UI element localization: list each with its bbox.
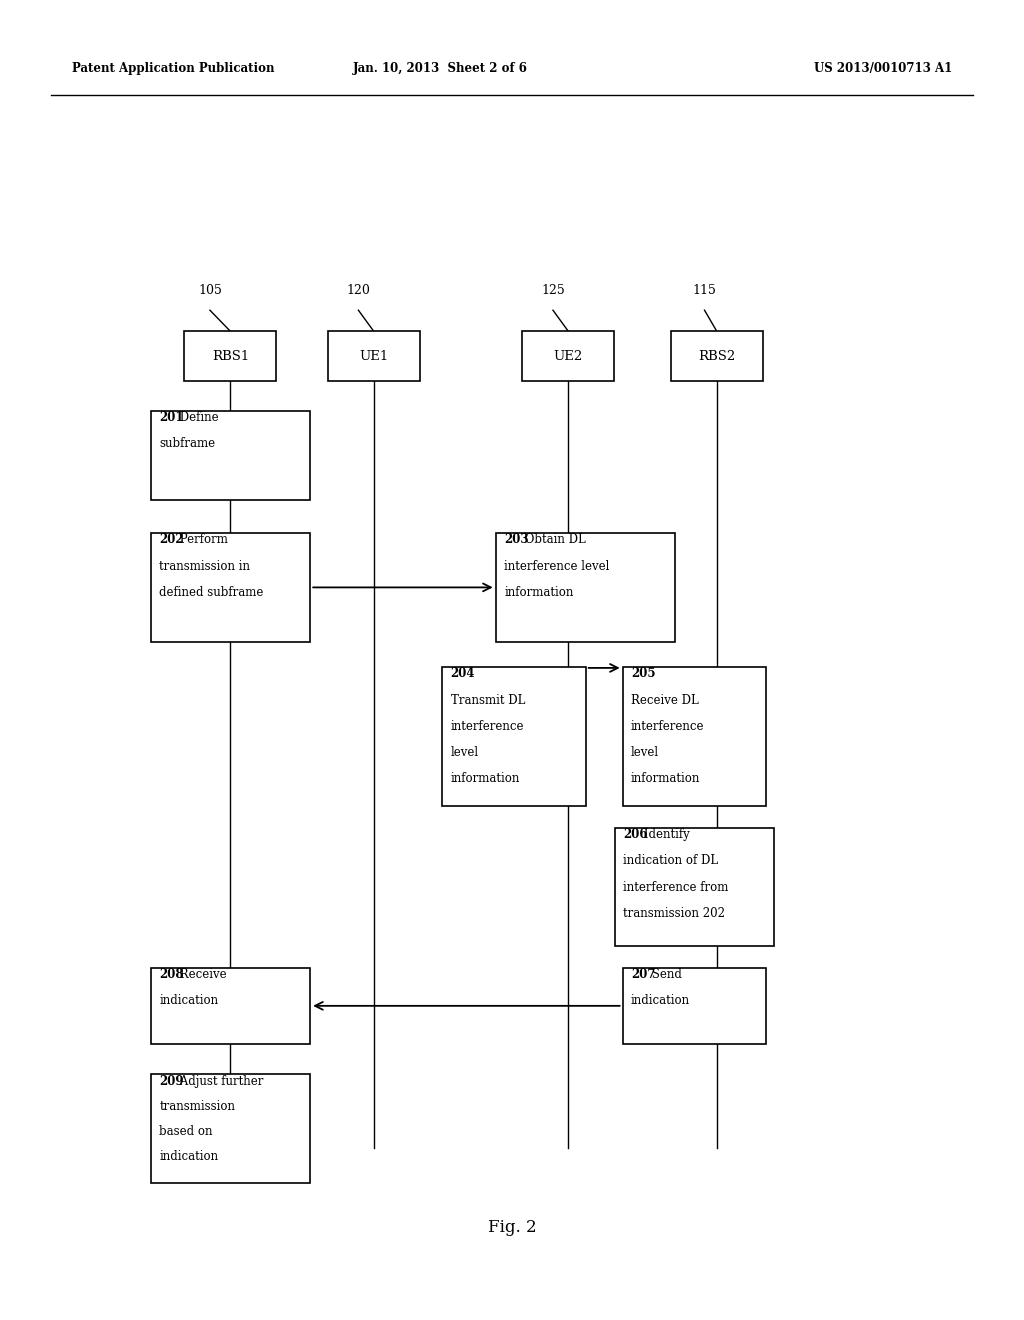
Text: level: level: [451, 746, 478, 759]
Text: Transmit DL: Transmit DL: [451, 693, 525, 706]
Text: interference from: interference from: [623, 880, 728, 894]
Text: Patent Application Publication: Patent Application Publication: [72, 62, 274, 75]
Text: Fig. 2: Fig. 2: [487, 1220, 537, 1236]
Bar: [152, 533, 309, 642]
Text: 125: 125: [541, 284, 565, 297]
Text: information: information: [451, 772, 520, 785]
Text: indication: indication: [160, 994, 218, 1007]
Text: 209: 209: [160, 1074, 183, 1088]
Text: Define: Define: [176, 411, 219, 424]
Text: 115: 115: [692, 284, 717, 297]
Text: 204: 204: [451, 668, 475, 681]
Bar: [623, 668, 766, 805]
Bar: [328, 331, 420, 381]
Text: 203: 203: [504, 533, 529, 546]
Text: 207: 207: [631, 968, 655, 981]
Text: Jan. 10, 2013  Sheet 2 of 6: Jan. 10, 2013 Sheet 2 of 6: [353, 62, 527, 75]
Text: based on: based on: [160, 1125, 213, 1138]
Text: Receive: Receive: [176, 968, 226, 981]
Bar: [152, 411, 309, 500]
Bar: [614, 828, 774, 946]
Text: interference: interference: [451, 719, 524, 733]
Text: transmission: transmission: [160, 1100, 236, 1113]
Text: 201: 201: [160, 411, 183, 424]
Text: UE2: UE2: [554, 350, 583, 363]
Text: transmission in: transmission in: [160, 560, 250, 573]
Bar: [152, 1074, 309, 1183]
Bar: [152, 968, 309, 1044]
Text: 208: 208: [160, 968, 183, 981]
Text: interference level: interference level: [504, 560, 609, 573]
Text: indication: indication: [160, 1150, 218, 1163]
Text: defined subframe: defined subframe: [160, 586, 263, 599]
Text: Obtain DL: Obtain DL: [521, 533, 586, 546]
Text: Send: Send: [648, 968, 682, 981]
Text: Receive DL: Receive DL: [631, 693, 698, 706]
Text: 105: 105: [198, 284, 222, 297]
Text: UE1: UE1: [359, 350, 388, 363]
Text: US 2013/0010713 A1: US 2013/0010713 A1: [814, 62, 952, 75]
Bar: [623, 968, 766, 1044]
Text: indication: indication: [631, 994, 690, 1007]
Text: information: information: [631, 772, 700, 785]
Text: 206: 206: [623, 828, 647, 841]
Text: 120: 120: [346, 284, 371, 297]
Text: level: level: [631, 746, 658, 759]
Bar: [496, 533, 676, 642]
Text: indication of DL: indication of DL: [623, 854, 718, 867]
Text: RBS2: RBS2: [698, 350, 735, 363]
Text: interference: interference: [631, 719, 705, 733]
Bar: [522, 331, 614, 381]
Text: Identify: Identify: [640, 828, 690, 841]
Text: information: information: [504, 586, 573, 599]
Text: 202: 202: [160, 533, 184, 546]
Text: subframe: subframe: [160, 437, 215, 450]
Bar: [184, 331, 276, 381]
Text: Adjust further: Adjust further: [176, 1074, 263, 1088]
Bar: [442, 668, 586, 805]
Text: Perform: Perform: [176, 533, 228, 546]
Text: transmission 202: transmission 202: [623, 907, 725, 920]
Text: RBS1: RBS1: [212, 350, 249, 363]
Bar: [671, 331, 763, 381]
Text: 205: 205: [631, 668, 655, 681]
